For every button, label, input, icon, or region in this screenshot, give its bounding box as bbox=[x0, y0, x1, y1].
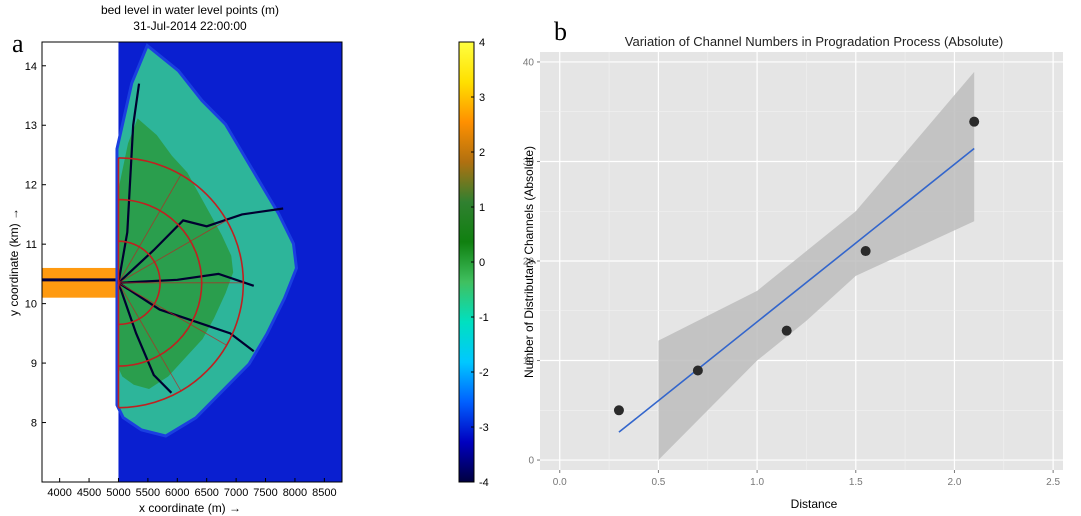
x-tick-label: 4000 bbox=[47, 487, 71, 499]
panel-b-letter: b bbox=[554, 17, 567, 46]
colorbar-tick-label: 1 bbox=[479, 202, 485, 214]
x-tick-label: 8000 bbox=[283, 487, 307, 499]
x-tick-label: 8500 bbox=[312, 487, 336, 499]
panel-a-heatmap: a bed level in water level points (m) 31… bbox=[7, 3, 489, 515]
y-tick-label: 0 bbox=[528, 456, 534, 467]
panel-a-plot-frame bbox=[41, 41, 343, 483]
x-tick-label: 7500 bbox=[253, 487, 277, 499]
x-tick-label: 6500 bbox=[194, 487, 218, 499]
colorbar-tick-label: 2 bbox=[479, 147, 485, 159]
radial-spoke bbox=[118, 220, 227, 284]
panel-b-y-axis-label: Number of Distributary Channels (Absolut… bbox=[522, 146, 536, 378]
x-tick-label: 6000 bbox=[165, 487, 189, 499]
delta-interior-shallow bbox=[118, 118, 234, 389]
y-tick-label: 10 bbox=[25, 299, 37, 311]
channel-inlet bbox=[42, 267, 119, 298]
y-tick-label: 30 bbox=[523, 157, 535, 168]
y-tick-label: 10 bbox=[523, 356, 535, 367]
distributary-channel bbox=[117, 282, 173, 394]
data-point bbox=[613, 405, 624, 416]
colorbar-tick-label: 0 bbox=[479, 257, 485, 269]
x-tick-label: 7000 bbox=[224, 487, 248, 499]
colorbar-tick-label: 3 bbox=[479, 92, 485, 104]
panel-a-letter: a bbox=[12, 29, 24, 58]
y-tick-label: 11 bbox=[26, 239, 37, 251]
panel-b-scatter: b Variation of Channel Numbers in Progra… bbox=[522, 17, 1063, 511]
distributary-channel bbox=[117, 281, 255, 353]
y-tick-label: 9 bbox=[31, 358, 37, 370]
panel-a-subtitle: 31-Jul-2014 22:00:00 bbox=[133, 19, 247, 33]
x-tick-label: 4500 bbox=[77, 487, 101, 499]
panel-b-x-axis-label: Distance bbox=[791, 497, 838, 511]
distributary-channel bbox=[117, 83, 141, 284]
x-tick-label: 5000 bbox=[106, 487, 130, 499]
y-tick-label: 14 bbox=[25, 61, 37, 73]
panel-a-title: bed level in water level points (m) bbox=[101, 3, 279, 17]
regression-line bbox=[618, 147, 975, 433]
x-tick-label: 1.0 bbox=[750, 477, 764, 488]
x-tick-label: 5500 bbox=[136, 487, 160, 499]
data-point bbox=[969, 116, 980, 127]
y-tick-label: 20 bbox=[523, 257, 535, 268]
x-tick-label: 1.5 bbox=[849, 477, 863, 488]
distributary-channel bbox=[118, 272, 255, 287]
y-tick-label: 12 bbox=[25, 180, 37, 192]
panel-a-x-axis-label: x coordinate (m) → bbox=[139, 501, 241, 515]
colorbar-tick-label: 4 bbox=[479, 37, 485, 49]
confidence-band bbox=[658, 71, 975, 461]
radial-spoke bbox=[118, 282, 182, 392]
x-tick-label: 2.5 bbox=[1046, 477, 1060, 488]
panel-b-title: Variation of Channel Numbers in Prograda… bbox=[625, 34, 1003, 49]
data-point bbox=[692, 365, 703, 376]
radial-spoke bbox=[118, 174, 182, 284]
radial-spoke bbox=[118, 282, 227, 346]
data-point bbox=[860, 246, 871, 257]
y-tick-label: 8 bbox=[31, 418, 37, 430]
x-tick-label: 0.0 bbox=[553, 477, 567, 488]
distributary-channel bbox=[117, 207, 284, 284]
data-point bbox=[781, 325, 792, 336]
x-tick-label: 0.5 bbox=[651, 477, 665, 488]
colorbar-tick-label: -2 bbox=[479, 367, 489, 379]
y-tick-label: 40 bbox=[523, 57, 535, 68]
x-tick-label: 2.0 bbox=[947, 477, 961, 488]
colorbar-tick-label: -1 bbox=[479, 312, 489, 324]
colorbar-tick-label: -3 bbox=[479, 422, 489, 434]
colorbar-tick-label: -4 bbox=[479, 477, 489, 489]
y-tick-label: 13 bbox=[25, 120, 37, 132]
panel-a-y-axis-label: y coordinate (km) → bbox=[7, 208, 21, 316]
